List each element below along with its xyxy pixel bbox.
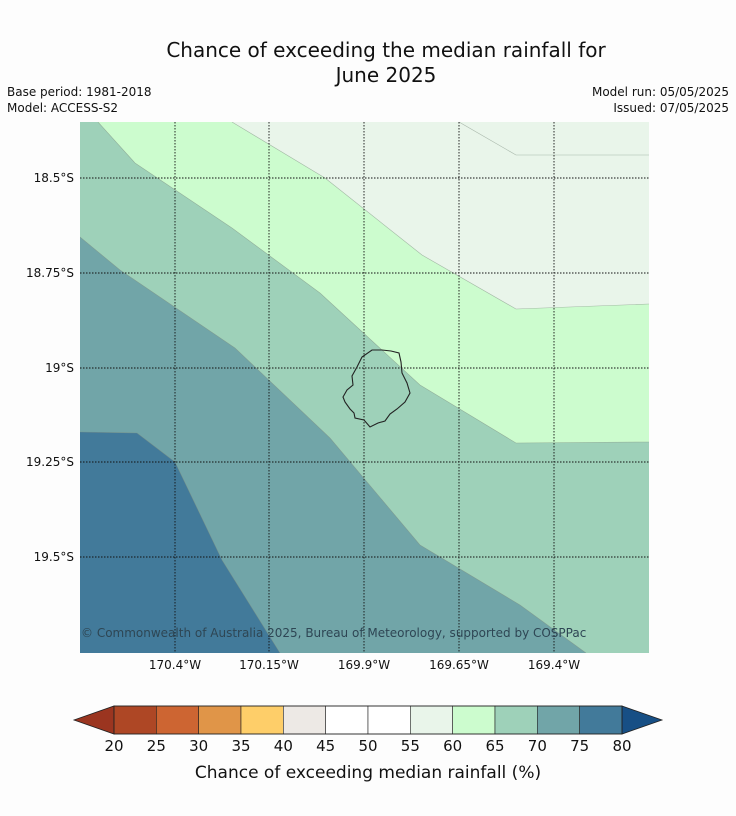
graticule [80, 122, 649, 653]
colorbar-segment [494, 705, 538, 735]
colorbar-tick-label: 55 [401, 737, 420, 755]
colorbar-frame [113, 705, 623, 735]
colorbar-segment [579, 705, 623, 735]
title-line-1: Chance of exceeding the median rainfall … [166, 38, 606, 62]
colorbar-segment [537, 705, 580, 735]
colorbar-ticks: 20 25 30 35 40 45 50 55 60 65 70 75 80 [104, 737, 631, 755]
colorbar-tick-label: 25 [147, 737, 166, 755]
lon-label: 169.9°W [338, 658, 390, 672]
colorbar-tick-label: 20 [104, 737, 123, 755]
lon-label: 170.15°W [239, 658, 299, 672]
title-line-2: June 2025 [335, 63, 437, 87]
colorbar-tick-label: 35 [231, 737, 250, 755]
colorbar-segment [367, 705, 411, 735]
colorbar-segments [113, 705, 623, 735]
colorbar-segment [156, 705, 199, 735]
colorbar-tick-label: 50 [358, 737, 377, 755]
model-run: Model run: 05/05/2025 [591, 85, 729, 99]
colorbar-tick-label: 60 [443, 737, 462, 755]
lat-label: 19.25°S [26, 455, 74, 469]
colorbar-segment [198, 705, 242, 735]
colorbar-segment [113, 705, 157, 735]
longitude-labels: 170.4°W 170.15°W 169.9°W 169.65°W 169.4°… [149, 658, 580, 672]
model-info-left: Base period: 1981-2018 Model: ACCESS-S2 [7, 84, 152, 116]
colorbar-title: Chance of exceeding median rainfall (%) [195, 763, 541, 783]
base-period: Base period: 1981-2018 [7, 85, 152, 99]
band-75-80 [80, 432, 280, 653]
island-outline [342, 349, 411, 428]
colorbar-tick-label: 80 [612, 737, 631, 755]
contour-lines [80, 122, 649, 653]
colorbar-tick-label: 30 [189, 737, 208, 755]
lon-label: 170.4°W [149, 658, 201, 672]
colorbar-segment [240, 705, 284, 735]
lon-label: 169.4°W [528, 658, 580, 672]
lat-label: 18.75°S [26, 266, 74, 280]
lat-label: 19.5°S [34, 550, 74, 564]
latitude-labels: 18.5°S 18.75°S 19°S 19.25°S 19.5°S [26, 171, 74, 564]
lat-label: 19°S [45, 361, 74, 375]
colorbar-tick-label: 65 [485, 737, 504, 755]
colorbar-under-arrow [72, 705, 115, 735]
colorbar-over-arrow [621, 705, 664, 735]
chart-title: Chance of exceeding the median rainfall … [0, 38, 736, 88]
colorbar: 20 25 30 35 40 45 50 55 60 65 70 75 80 Chance of exc… [72, 705, 664, 783]
copyright-credit: © Commonwealth of Australia 2025, Bureau… [81, 626, 586, 640]
model-name: Model: ACCESS-S2 [7, 101, 119, 115]
colorbar-segment [452, 705, 496, 735]
colorbar-tick-label: 75 [570, 737, 589, 755]
model-info-right: Model run: 05/05/2025 Issued: 07/05/2025 [592, 84, 729, 116]
colorbar-segment [410, 705, 453, 735]
colorbar-tick-label: 70 [528, 737, 547, 755]
lon-label: 169.65°W [429, 658, 489, 672]
colorbar-segment [283, 705, 326, 735]
colorbar-segment [325, 705, 369, 735]
lat-label: 18.5°S [34, 171, 74, 185]
colorbar-tick-label: 45 [316, 737, 335, 755]
issued-date: Issued: 07/05/2025 [613, 101, 729, 115]
map-area: © Commonwealth of Australia 2025, Bureau… [80, 122, 649, 653]
colorbar-tick-label: 40 [274, 737, 293, 755]
